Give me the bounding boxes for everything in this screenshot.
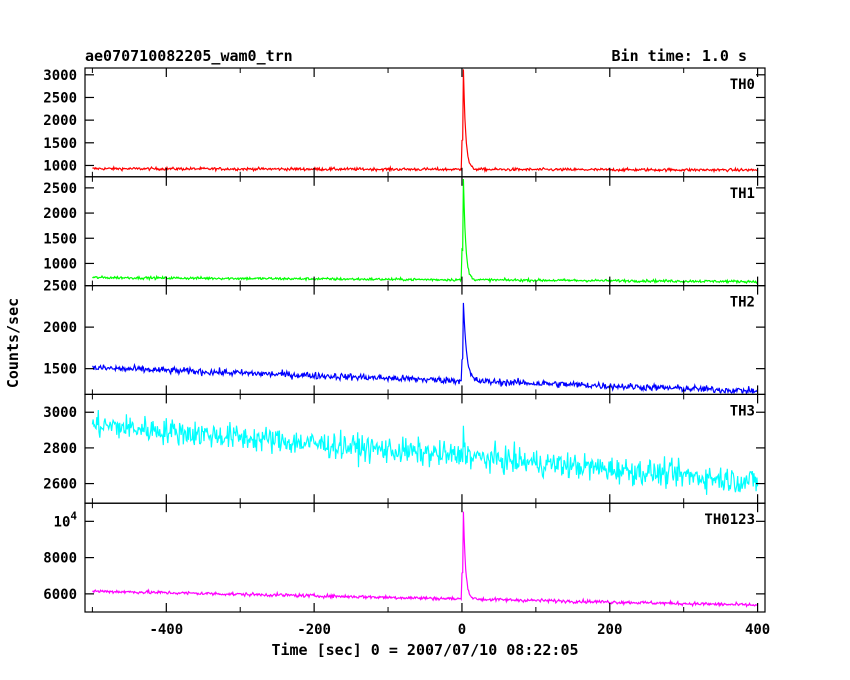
panel-label-th0123: TH0123 <box>704 512 755 528</box>
y-tick-label: 2500 <box>43 279 77 295</box>
y-tick-label: 2600 <box>43 477 77 493</box>
x-axis-label: Time [sec] 0 = 2007/07/10 08:22:05 <box>271 641 578 659</box>
x-tick-label: -200 <box>297 622 331 638</box>
y-tick-label: 8000 <box>43 551 77 567</box>
y-tick-label: 2500 <box>43 181 77 197</box>
x-tick-label: 400 <box>745 622 770 638</box>
x-tick-label: 0 <box>458 622 466 638</box>
chart-title: ae070710082205_wam0_trn <box>85 47 293 65</box>
series-th0 <box>92 69 759 174</box>
panel-frame-th1 <box>84 176 766 287</box>
y-tick-label-power: 104 <box>54 509 78 530</box>
y-tick-label: 2500 <box>43 90 77 106</box>
y-tick-label: 6000 <box>43 587 77 603</box>
y-tick-label: 1000 <box>43 158 77 174</box>
panel-frame-th0 <box>84 67 766 178</box>
x-tick-label: -400 <box>149 622 183 638</box>
y-tick-label: 2000 <box>43 206 77 222</box>
y-tick-label: 1000 <box>43 256 77 272</box>
y-tick-label: 3000 <box>43 68 77 84</box>
panel-label-th0: TH0 <box>730 77 755 93</box>
y-axis-label: Counts/sec <box>4 298 22 388</box>
y-tick-label: 1500 <box>43 231 77 247</box>
bin-time-label: Bin time: 1.0 s <box>612 47 747 65</box>
y-tick-label: 1500 <box>43 362 77 378</box>
y-tick-label: 2800 <box>43 441 77 457</box>
panel-label-th1: TH1 <box>730 186 755 202</box>
panel-label-th2: TH2 <box>730 295 755 311</box>
y-tick-label: 1500 <box>43 136 77 152</box>
series-th2 <box>92 302 759 395</box>
y-tick-label: 3000 <box>43 405 77 421</box>
panel-label-th3: TH3 <box>730 403 755 419</box>
series-th3 <box>91 409 759 495</box>
panel-frame-th2 <box>84 285 766 396</box>
series-th0123 <box>92 511 759 608</box>
panel-frame-th0123 <box>84 502 766 613</box>
x-tick-label: 200 <box>597 622 622 638</box>
y-tick-label: 2000 <box>43 320 77 336</box>
y-tick-label: 2000 <box>43 113 77 129</box>
series-th1 <box>92 178 759 285</box>
